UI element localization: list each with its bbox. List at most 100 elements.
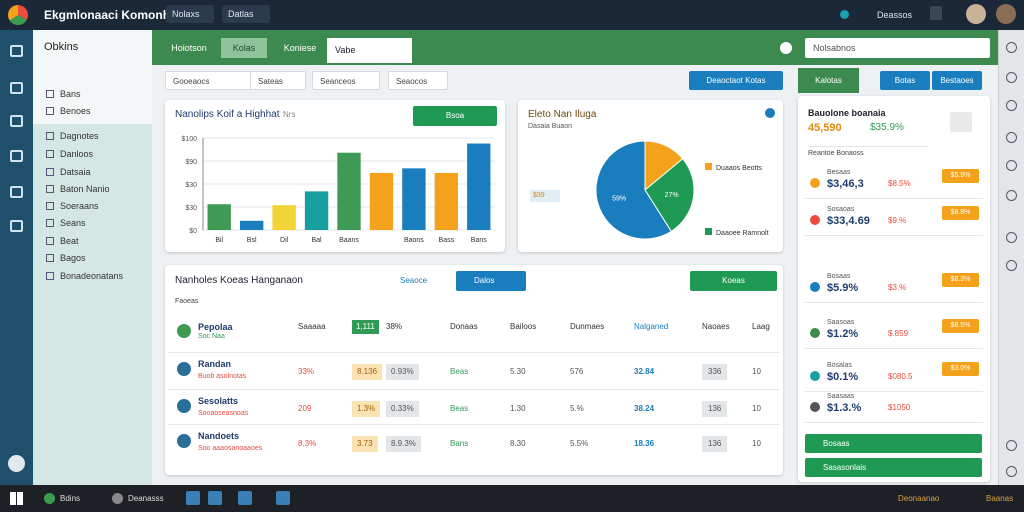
- table-select[interactable]: Dalos: [456, 271, 526, 291]
- data-label: 27%: [665, 192, 679, 199]
- nav-icon: [46, 237, 54, 245]
- filter[interactable]: Seanceos: [312, 71, 380, 90]
- row-divider: [168, 389, 780, 390]
- table-cell: 136: [702, 401, 728, 417]
- rail-icon[interactable]: [10, 82, 23, 94]
- x-tick-label: Bsl: [247, 237, 257, 244]
- task-icon[interactable]: [186, 491, 200, 505]
- table-header: Naoaes: [702, 322, 730, 331]
- nav-icon: [46, 219, 54, 227]
- select[interactable]: Vabe: [327, 38, 412, 63]
- table-header: Nalganed: [634, 322, 669, 331]
- rail-icon[interactable]: [10, 115, 23, 127]
- rail-icon[interactable]: [1006, 440, 1017, 451]
- button[interactable]: Bestaoes: [932, 71, 982, 90]
- task-icon[interactable]: [276, 491, 290, 505]
- rail-icon[interactable]: [1006, 232, 1017, 243]
- rail-icon[interactable]: [8, 455, 25, 472]
- nav-item[interactable]: Bonadeonatans: [60, 271, 124, 281]
- start-button[interactable]: [10, 492, 23, 505]
- nav-icon: [46, 132, 54, 140]
- nav-item[interactable]: Soeraans: [60, 201, 99, 211]
- nav-item[interactable]: Bans: [60, 89, 81, 99]
- panel-avatar: [950, 112, 972, 132]
- data-label: 59%: [612, 196, 626, 203]
- panel-change: $35.9%: [870, 122, 904, 133]
- item-value: $5.9%: [827, 282, 859, 294]
- tab[interactable]: Koniese: [283, 43, 317, 53]
- rail-icon[interactable]: [1006, 190, 1017, 201]
- logo: [8, 5, 28, 25]
- button[interactable]: Botas: [880, 71, 930, 90]
- table-cell: 5.5%: [570, 439, 589, 448]
- item-change: $3.%: [888, 283, 907, 292]
- x-tick-label: Bass: [439, 237, 455, 244]
- top-menu[interactable]: Nolaxs: [166, 5, 214, 23]
- rail-icon[interactable]: [10, 186, 23, 198]
- rail-icon[interactable]: [10, 220, 23, 232]
- panel-button[interactable]: Sasasonlais: [805, 458, 982, 477]
- rail-icon[interactable]: [10, 45, 23, 57]
- nav-item[interactable]: Benoes: [60, 106, 91, 116]
- nav-icon: [46, 168, 54, 176]
- bar: [337, 152, 361, 230]
- item-divider: [805, 235, 983, 236]
- nav-heading: Obkins: [44, 41, 79, 53]
- x-tick-label: Bil: [215, 237, 223, 244]
- nav-icon: [46, 254, 54, 262]
- task-icon[interactable]: [238, 491, 252, 505]
- nav-item[interactable]: Danloos: [60, 149, 94, 159]
- panel-button[interactable]: Bosaas: [805, 434, 982, 453]
- nav-item[interactable]: Seans: [60, 218, 86, 228]
- nav-item[interactable]: Baton Nanio: [60, 184, 110, 194]
- table-caption: Faoeas: [175, 298, 199, 305]
- primary-button[interactable]: Deaoctaot Kotas: [689, 71, 783, 90]
- nav-item[interactable]: Beat: [60, 236, 79, 246]
- item-change: $.859: [888, 329, 909, 338]
- tab[interactable]: Kolas: [221, 38, 267, 58]
- item-label: Bosalas: [827, 362, 852, 369]
- table-cell: 1.30: [510, 404, 526, 413]
- task-app[interactable]: Deanasss: [128, 494, 164, 503]
- table-cell: 336: [702, 364, 728, 380]
- table-cell: Beas: [450, 404, 469, 413]
- nav-item[interactable]: Bagos: [60, 253, 86, 263]
- x-tick-label: Baons: [404, 237, 424, 244]
- tab-button[interactable]: Kalotas: [798, 68, 859, 93]
- item-badge: $3.0%: [942, 362, 979, 376]
- task-app[interactable]: Bdins: [60, 494, 81, 503]
- task-icon[interactable]: [208, 491, 222, 505]
- top-user[interactable]: Deassos: [877, 10, 913, 20]
- rail-icon[interactable]: [1006, 100, 1017, 111]
- rail-icon[interactable]: [1006, 72, 1017, 83]
- item-label: Saasaas: [827, 393, 855, 400]
- item-label: Sosaoas: [827, 206, 855, 213]
- item-icon: [810, 402, 820, 412]
- rail-icon[interactable]: [1006, 160, 1017, 171]
- tab[interactable]: Hoiotson: [171, 43, 207, 53]
- table-cell: 10: [752, 404, 761, 413]
- table-cell: 8.30: [510, 439, 526, 448]
- toggle: [780, 42, 792, 54]
- table-cell: 0.33%: [386, 401, 419, 417]
- table-link[interactable]: Seaoce: [400, 276, 428, 285]
- filter[interactable]: Sateas: [250, 71, 306, 90]
- top-menu[interactable]: Datlas: [222, 5, 270, 23]
- nav-item[interactable]: Datsaia: [60, 167, 91, 177]
- rail-icon[interactable]: [10, 150, 23, 162]
- chart-control[interactable]: Bsoa: [413, 106, 497, 126]
- nav-item[interactable]: Dagnotes: [60, 131, 99, 141]
- rail-icon[interactable]: [1006, 260, 1017, 271]
- chart: $0 $30 $30 $90 $100 Bil Bsl Dil Bal Baans Baons Bas…: [181, 136, 495, 244]
- item-badge: $8.8%: [942, 206, 979, 220]
- table-button[interactable]: Koeas: [690, 271, 777, 291]
- rail-icon[interactable]: [1006, 132, 1017, 143]
- panel-title: Bauolone boanaia: [808, 108, 886, 118]
- table-cell: 18.36: [634, 439, 655, 448]
- filter[interactable]: Seaocos: [388, 71, 448, 90]
- rail-icon[interactable]: [1006, 42, 1017, 53]
- row-avatar: [177, 362, 191, 376]
- search[interactable]: Nolsabnos: [805, 38, 990, 58]
- rail-icon[interactable]: [1006, 466, 1017, 477]
